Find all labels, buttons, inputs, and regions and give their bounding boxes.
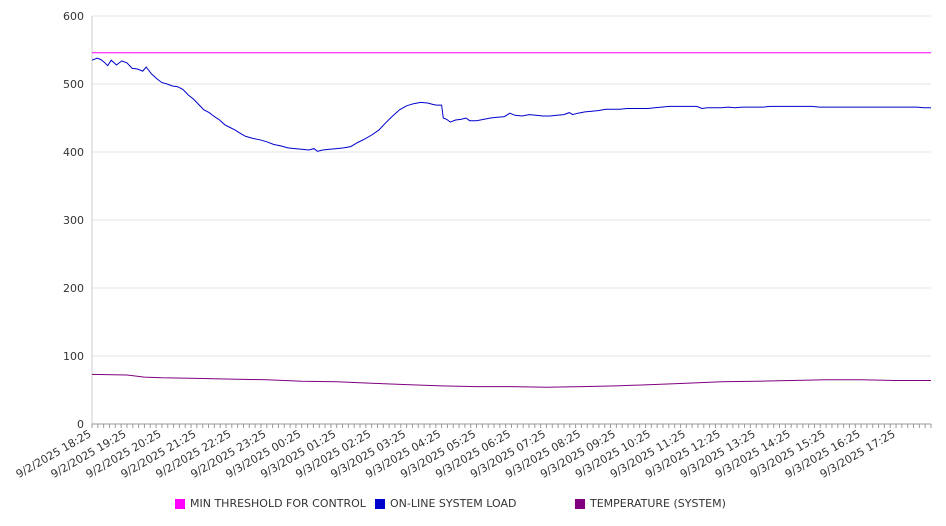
y-tick-label: 0 [77,418,84,431]
legend-label: ON-LINE SYSTEM LOAD [390,497,517,510]
y-tick-label: 600 [63,10,84,23]
y-tick-label: 200 [63,282,84,295]
legend-item-min-threshold[interactable]: MIN THRESHOLD FOR CONTROL [175,497,366,510]
legend-label: TEMPERATURE (SYSTEM) [590,497,726,510]
legend-item-temperature[interactable]: TEMPERATURE (SYSTEM) [575,497,726,510]
legend: MIN THRESHOLD FOR CONTROL ON-LINE SYSTEM… [0,497,946,515]
series-line-1 [91,57,931,152]
y-tick-label: 400 [63,146,84,159]
legend-swatch-icon [175,498,185,509]
legend-label: MIN THRESHOLD FOR CONTROL [190,497,366,510]
grid [92,15,931,357]
y-tick-label: 500 [63,78,84,91]
y-tick-label: 100 [63,350,84,363]
series-lines [91,52,931,388]
legend-swatch-icon [575,498,585,509]
legend-swatch-icon [375,498,385,509]
axes [91,16,932,428]
x-axis-ticks: 9/2/2025 18:259/2/2025 19:259/2/2025 20:… [14,427,898,481]
series-line-2 [91,373,931,388]
y-tick-label: 300 [63,214,84,227]
y-axis-ticks: 0 100 200 300 400 500 600 [63,10,84,431]
legend-item-system-load[interactable]: ON-LINE SYSTEM LOAD [375,497,516,510]
